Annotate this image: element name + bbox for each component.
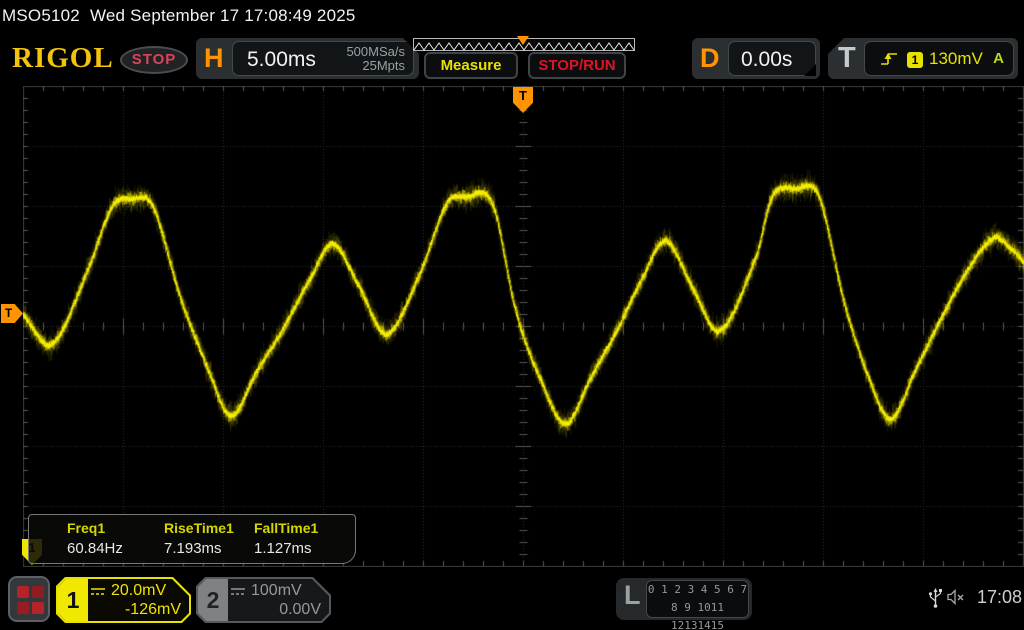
horizontal-settings-group[interactable]: H 5.00ms 500MSa/s 25Mpts <box>196 38 419 79</box>
memory-position-pointer[interactable] <box>517 36 529 45</box>
measurement-value: 1.127ms <box>254 540 312 557</box>
measurement-freq: Freq1 60.84Hz <box>67 520 123 557</box>
channel1-scale: 20.0mV <box>111 582 167 599</box>
channel1-offset: -126mV <box>124 601 181 618</box>
dc-coupling-icon <box>90 586 106 596</box>
channel1-badge[interactable]: 1 20.0mV -126mV <box>56 577 191 623</box>
channel2-badge-inner: 2 100mV 0.00V <box>198 579 329 621</box>
measurement-label: Freq1 <box>67 520 106 536</box>
measurement-value: 60.84Hz <box>67 540 123 557</box>
measure-button[interactable]: Measure <box>424 52 518 79</box>
delay-label: D <box>700 43 720 73</box>
logic-analyzer-badge[interactable]: L 0 1 2 3 4 5 6 7 8 9 1011 12131415 <box>616 578 752 630</box>
trigger-label: T <box>838 42 856 74</box>
digital-channels-row2: 8 9 1011 12131415 <box>671 601 724 630</box>
measurement-risetime: RiseTime1 7.193ms <box>164 520 234 557</box>
waveform-display[interactable] <box>23 86 1024 567</box>
channel2-offset: 0.00V <box>279 601 321 618</box>
channel1-values: 20.0mV -126mV <box>90 581 181 619</box>
measurement-panel[interactable]: Freq1 60.84Hz RiseTime1 7.193ms FallTime… <box>28 514 356 564</box>
measurement-falltime: FallTime1 1.127ms <box>254 520 318 557</box>
channel2-number: 2 <box>198 579 228 621</box>
trigger-mode-auto: A <box>993 50 1004 67</box>
measurement-label: FallTime1 <box>254 520 319 536</box>
model-name: MSO5102 <box>2 6 80 25</box>
trigger-level-value: 130mV <box>929 49 983 68</box>
speaker-muted-icon <box>947 589 964 605</box>
logic-analyzer-label: L <box>624 580 641 610</box>
measurement-label: RiseTime1 <box>164 520 234 536</box>
memory-depth: 25Mpts <box>362 58 405 73</box>
channel2-scale: 100mV <box>251 582 302 599</box>
timebase-box[interactable]: 5.00ms 500MSa/s 25Mpts <box>232 41 414 76</box>
red-square-icon <box>17 586 29 598</box>
windows-menu-button[interactable] <box>8 576 50 622</box>
channel2-values: 100mV 0.00V <box>230 581 321 619</box>
delay-group[interactable]: D 0.00s <box>692 38 820 79</box>
horizontal-label: H <box>204 43 224 73</box>
trigger-source-chip: 1 <box>907 52 923 68</box>
red-square-icon <box>17 602 29 614</box>
datetime-text: Wed September 17 17:08:49 2025 <box>89 6 356 25</box>
digital-channels-box: 0 1 2 3 4 5 6 7 8 9 1011 12131415 <box>646 580 749 630</box>
delay-value: 0.00s <box>741 48 793 71</box>
trigger-level-marker[interactable]: T <box>1 304 23 323</box>
trigger-position-marker[interactable]: T <box>513 87 533 113</box>
trigger-box[interactable]: 1 130mV A <box>864 41 1014 76</box>
rigol-logo: RIGOL <box>12 42 114 74</box>
clock: 17:08 <box>977 587 1023 607</box>
usb-icon <box>928 588 942 608</box>
channel2-badge[interactable]: 2 100mV 0.00V <box>196 577 331 623</box>
delay-box[interactable]: 0.00s <box>728 41 816 76</box>
trigger-group[interactable]: T 1 130mV A <box>828 38 1018 79</box>
digital-channels-row1: 0 1 2 3 4 5 6 7 <box>647 583 748 596</box>
channel1-badge-inner: 1 20.0mV -126mV <box>58 579 189 621</box>
stop-run-button[interactable]: STOP/RUN <box>528 52 626 79</box>
timebase-value: 5.00ms <box>247 48 316 71</box>
sample-rate: 500MSa/s <box>346 44 405 59</box>
rising-edge-icon <box>881 53 897 65</box>
acquisition-status-badge: STOP <box>120 46 188 74</box>
red-square-icon <box>32 586 44 598</box>
status-bar: MSO5102 Wed September 17 17:08:49 2025 <box>2 6 356 26</box>
memory-waveform-icon <box>413 42 635 51</box>
red-square-icon <box>32 602 44 614</box>
dc-coupling-icon <box>230 586 246 596</box>
sample-rate-block: 500MSa/s 25Mpts <box>346 45 405 73</box>
measurement-value: 7.193ms <box>164 540 222 557</box>
channel1-number: 1 <box>58 579 88 621</box>
